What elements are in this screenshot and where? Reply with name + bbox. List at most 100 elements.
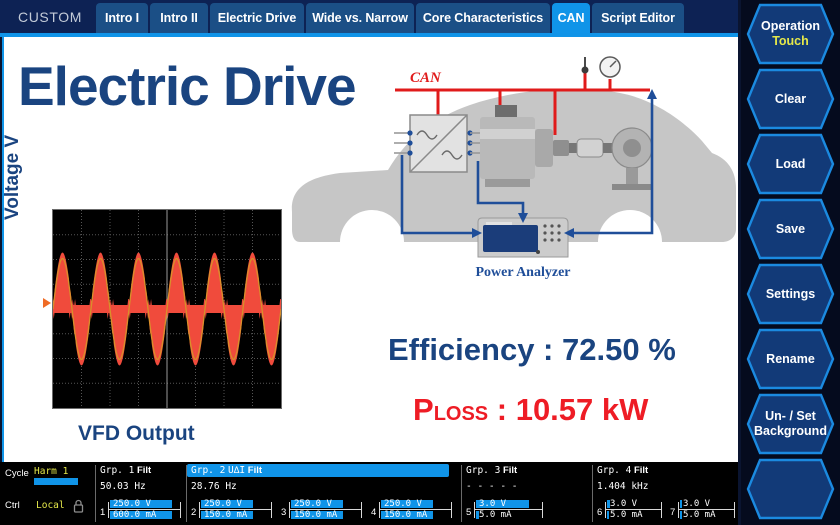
tab-script-editor[interactable]: Script Editor [592,3,684,33]
ploss-value: 10.57 kW [515,392,649,427]
softkey-clear[interactable]: Clear [746,68,835,130]
scope-caption: VFD Output [78,422,195,445]
channel-number: 4 [371,507,377,518]
arrow-to-analyzer-top [518,213,528,223]
channel-voltage-bar [201,500,253,508]
status-separator [461,465,462,522]
soft-key-sidebar: Operation Touch Clear Load Save Settings Renam… [741,0,840,525]
softkey-settings[interactable]: Settings [746,263,835,325]
arrow-to-analyzer-left [472,228,482,238]
channel-bracket-left [678,502,679,518]
group-filter: Filt [247,465,263,476]
channel-current-bar [201,511,253,519]
group-header[interactable]: Grp. 1 Filt [100,465,151,476]
group-name: Grp. 2 [191,465,226,476]
dynamometer [611,127,653,190]
softkey-shape [746,458,835,520]
channel-number: 3 [281,507,287,518]
channel-number: 2 [191,507,197,518]
softkey-rename[interactable]: Rename [746,328,835,390]
channel-current-value: 600.0 mA [113,510,157,520]
group-frequency: 50.03 Hz [100,481,146,492]
status-separator [186,465,187,522]
power-analyzer-instrument [477,217,569,258]
channel-scale-line [289,509,361,510]
scope-panel[interactable] [43,209,282,409]
channel-voltage-value: 250.0 V [384,499,422,509]
softkey-un-set[interactable]: Un- / Set Background [746,393,835,455]
channel-current-value: 150.0 mA [204,510,248,520]
group-header[interactable]: Grp. 4 Filt [597,465,648,476]
channel-scale-line [474,509,542,510]
channel-number: 7 [670,507,676,518]
arrow-to-can-bus [647,89,657,99]
page-title: Electric Drive [18,55,357,117]
channel-bracket-left [289,502,290,518]
channel-current-value: 5.0 mA [610,510,643,520]
channel-voltage-bar [607,500,610,508]
channel-readout[interactable]: 3 250.0 V 150.0 mA [281,498,363,522]
softkey-label: Save [775,221,806,236]
channel-voltage-value: 250.0 V [204,499,242,509]
channel-readout[interactable]: 4 250.0 V 150.0 mA [371,498,453,522]
softkey-blank[interactable] [746,458,835,520]
group-mode: U∆I [227,465,246,476]
sensor-head-icon [581,66,589,74]
softkey-shape [746,198,835,260]
efficiency-label: Efficiency : [388,332,554,367]
softkey-shape [746,133,835,195]
channel-bracket-left [379,502,380,518]
inverter-input-terminals [394,130,413,156]
channel-readout[interactable]: 5 3.0 V 5.0 mA [466,498,544,522]
channel-readout[interactable]: 2 250.0 V 150.0 mA [191,498,273,522]
softkey-operation[interactable]: Operation Touch [746,3,835,65]
group-header[interactable]: Grp. 2 U∆I Filt [191,465,262,476]
softkey-sublabel: Touch [772,34,809,48]
softkey-sublabel: Background [754,424,827,438]
softkey-load[interactable]: Load [746,133,835,195]
status-separator [95,465,96,522]
channel-voltage-value: 3.0 V [479,499,507,509]
channel-bracket-right [180,502,181,518]
group-header[interactable]: Grp. 3 Filt [466,465,517,476]
tab-wide-vs-narrow[interactable]: Wide vs. Narrow [306,3,414,33]
channel-readout[interactable]: 7 3.0 V 5.0 mA [670,498,736,522]
channel-voltage-value: 3.0 V [610,499,638,509]
ploss-prefix: P [413,392,434,427]
tab-underline [0,33,738,37]
tab-electric-drive[interactable]: Electric Drive [210,3,304,33]
group-filter: Filt [633,465,649,476]
ctrl-label: Ctrl [5,500,20,511]
softkey-shape [746,263,835,325]
channel-number: 5 [466,507,472,518]
group-frequency: 1.404 kHz [597,481,649,492]
electric-drive-diagram: CAN [291,56,736,280]
scope-sine-envelope [53,257,281,361]
group-name: Grp. 4 [597,465,632,476]
softkey-label: Un- / Set [765,409,816,423]
channel-bracket-right [661,502,662,518]
tab-intro-ii[interactable]: Intro II [150,3,208,33]
channel-readout[interactable]: 1 250.0 V 600.0 mA [100,498,182,522]
tab-intro-i[interactable]: Intro I [96,3,148,33]
channel-current-value: 150.0 mA [294,510,338,520]
ctrl-value[interactable]: Local [36,500,65,511]
cycle-bar [34,478,78,485]
channel-current-value: 5.0 mA [479,510,512,520]
cycle-label: Cycle [5,468,29,479]
tab-can[interactable]: CAN [552,3,590,33]
channel-current-bar [381,511,433,519]
softkey-label: Settings [765,286,816,301]
tab-core-characteristics[interactable]: Core Characteristics [416,3,550,33]
electric-motor [480,105,569,187]
channel-readout[interactable]: 6 3.0 V 5.0 mA [597,498,663,522]
group-filter: Filt [136,465,152,476]
channel-voltage-bar [381,500,433,508]
can-bus-label: CAN [410,70,442,86]
softkey-save[interactable]: Save [746,198,835,260]
softkey-label: Operation [760,19,821,33]
scope-display[interactable] [52,209,282,409]
channel-bracket-left [199,502,200,518]
power-loss-readout: PLOSS : 10.57 kW [413,392,648,428]
